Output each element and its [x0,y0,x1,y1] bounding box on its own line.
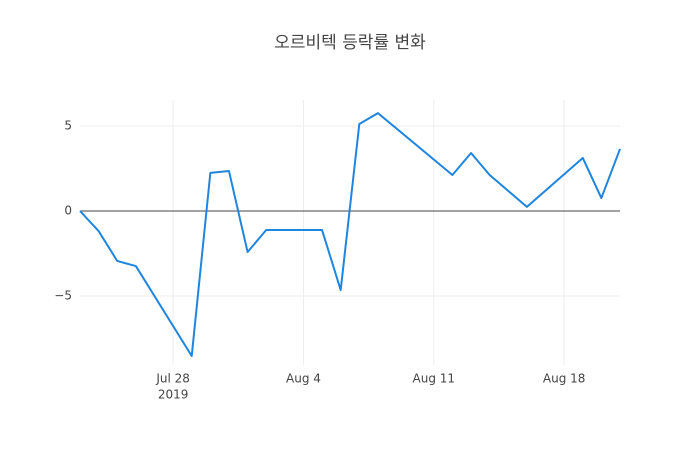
x-tick-label: Jul 28 [155,372,190,386]
y-tick-label: 0 [64,203,72,217]
chart-title: 오르비텍 등락률 변화 [274,33,426,53]
y-tick-label: −5 [54,288,72,302]
x-tick-sublabel: 2019 [158,388,189,402]
x-tick-label: Aug 18 [543,372,586,386]
x-tick-label: Aug 11 [413,372,456,386]
line [79,112,621,357]
x-tick-label: Aug 4 [286,372,321,386]
y-tick-label: 5 [64,119,72,133]
